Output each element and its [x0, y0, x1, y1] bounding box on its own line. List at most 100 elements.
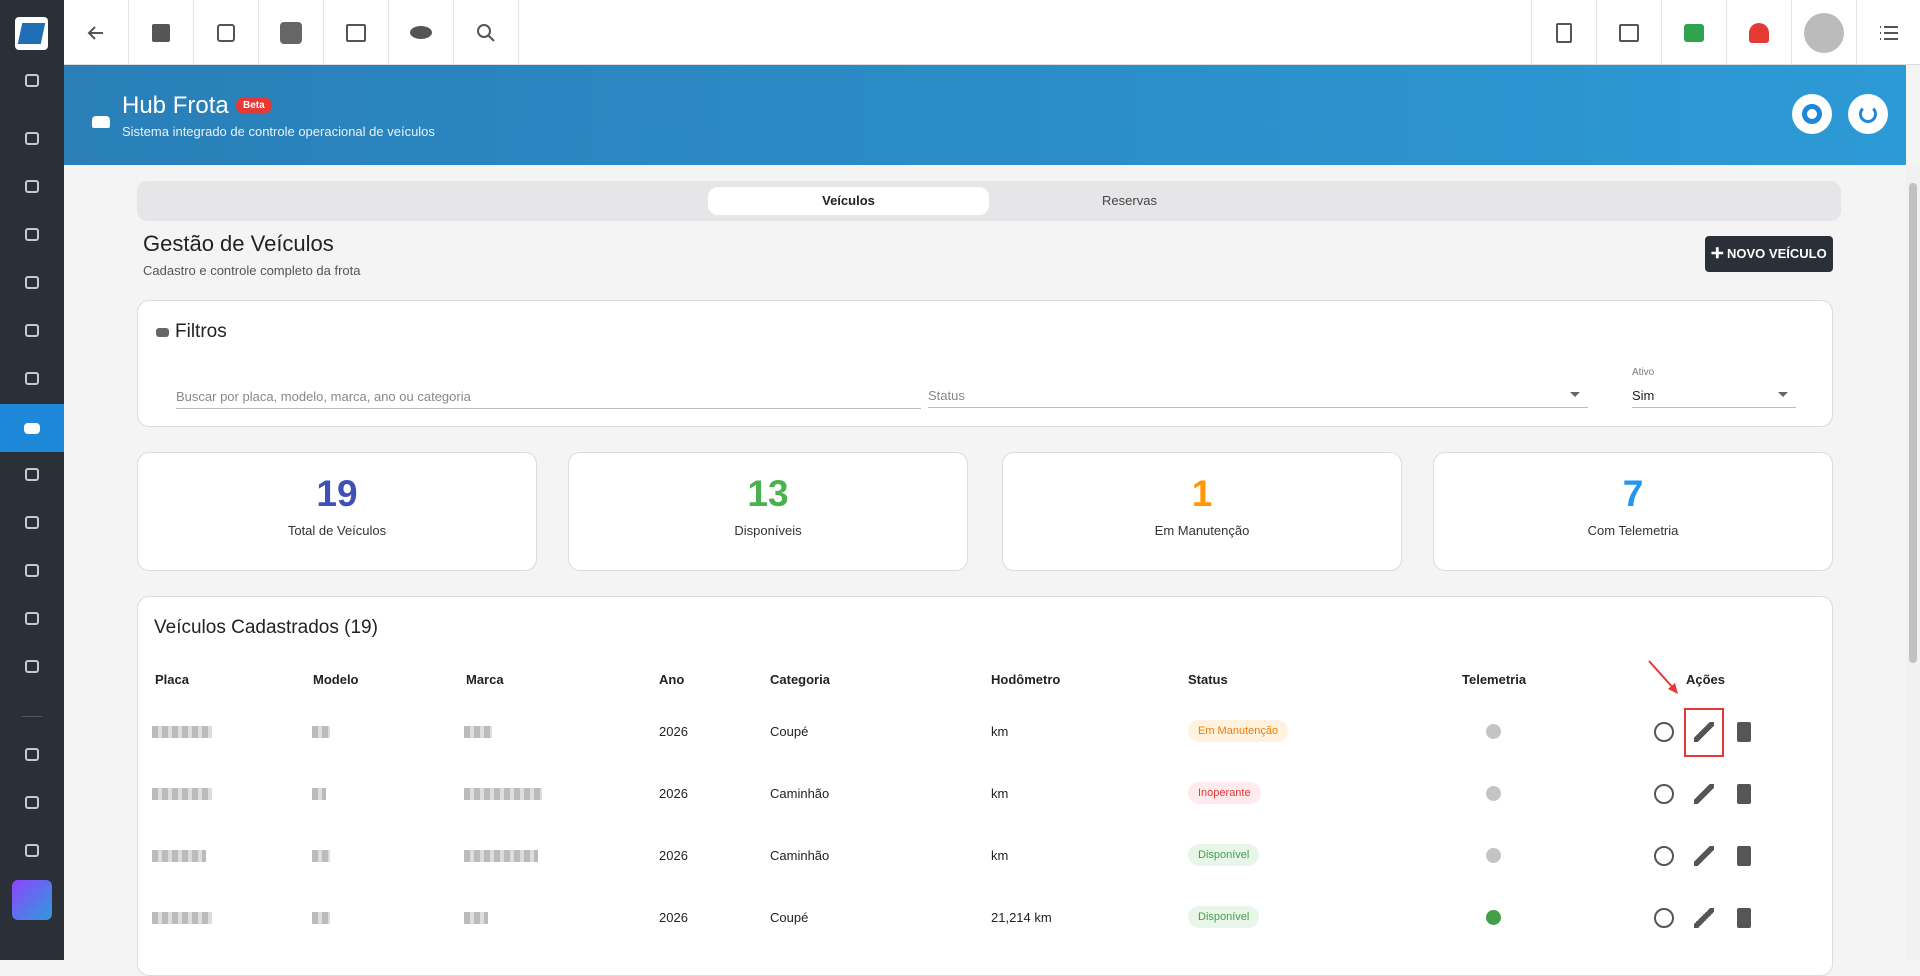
redacted — [152, 912, 212, 924]
refresh-button[interactable] — [1848, 94, 1888, 134]
car-icon — [156, 328, 169, 337]
status-pill: Inoperante — [1188, 782, 1261, 804]
stat-label: Com Telemetria — [1587, 523, 1679, 538]
cell-categoria: Caminhão — [770, 848, 830, 863]
sidebar-app[interactable] — [12, 880, 52, 920]
menu-icon — [1879, 25, 1898, 40]
cell-hodometro: km — [991, 786, 1009, 801]
table-row[interactable] — [137, 825, 1833, 887]
sidebar-icon[interactable] — [25, 74, 39, 87]
delete-button[interactable] — [1737, 722, 1751, 742]
column-header: Status — [1188, 672, 1228, 687]
sidebar-icon[interactable] — [25, 180, 39, 193]
edit-button[interactable] — [1694, 784, 1714, 804]
tab[interactable]: Reservas — [989, 187, 1270, 215]
history-button[interactable] — [1654, 784, 1674, 804]
sidebar-icon[interactable] — [25, 324, 39, 337]
toolbar-button[interactable] — [194, 0, 259, 65]
back-button[interactable] — [64, 0, 129, 65]
ativo-select[interactable]: Sim — [1632, 378, 1796, 408]
sidebar-icon[interactable] — [25, 132, 39, 145]
redacted — [152, 726, 212, 738]
status-pill: Disponível — [1188, 844, 1260, 866]
sidebar-icon[interactable] — [25, 660, 39, 673]
menu-button[interactable] — [1856, 0, 1920, 65]
delete-button[interactable] — [1737, 846, 1751, 866]
column-header: Telemetria — [1462, 672, 1527, 687]
toolbar-button[interactable] — [1726, 0, 1791, 65]
history-button[interactable] — [1654, 908, 1674, 928]
status-pill: Disponível — [1188, 906, 1260, 928]
toolbar-button[interactable] — [389, 0, 454, 65]
scroll-thumb[interactable] — [1909, 183, 1917, 663]
toolbar-button[interactable] — [1596, 0, 1661, 65]
highlight-box — [1684, 708, 1724, 757]
logo[interactable] — [15, 17, 48, 50]
tab-label: Veículos — [822, 193, 875, 208]
edit-button[interactable] — [1694, 722, 1714, 742]
sidebar-icon[interactable] — [25, 844, 39, 857]
new-vehicle-button[interactable]: ➕︎ NOVO VEÍCULO — [1705, 236, 1833, 272]
sidebar-icon[interactable] — [25, 468, 39, 481]
filters-card: Filtros Buscar por placa, modelo, marca,… — [137, 300, 1833, 427]
sidebar-icon[interactable] — [25, 612, 39, 625]
scrollbar — [1906, 165, 1920, 960]
edit-button[interactable] — [1694, 908, 1714, 928]
icon — [152, 23, 170, 42]
annotation-arrow — [1648, 660, 1678, 694]
redacted — [152, 788, 212, 800]
table-card: Veículos Cadastrados (19) — [137, 596, 1833, 976]
table-row[interactable] — [137, 887, 1833, 949]
sidebar-icon[interactable] — [25, 372, 39, 385]
column-header: Ações — [1686, 672, 1726, 687]
sidebar-icon[interactable] — [25, 276, 39, 289]
toolbar-button[interactable] — [129, 0, 194, 65]
sidebar-icon[interactable] — [25, 748, 39, 761]
toolbar-button[interactable] — [324, 0, 389, 65]
redacted — [312, 912, 330, 924]
status-select[interactable]: Status — [928, 378, 1588, 408]
table-row[interactable] — [137, 701, 1833, 763]
header-title: Hub Frota — [122, 92, 229, 119]
column-header: Marca — [466, 672, 504, 687]
stat-card: 19 Total de Veículos — [137, 452, 537, 571]
sidebar-icon[interactable] — [25, 796, 39, 809]
cell-ano: 2026 — [659, 910, 688, 925]
sidebar-icon — [24, 423, 40, 434]
history-button[interactable] — [1654, 846, 1674, 866]
stat-label: Total de Veículos — [287, 523, 387, 538]
toolbar-button[interactable] — [1661, 0, 1726, 65]
avatar — [1804, 12, 1844, 53]
search-input[interactable]: Buscar por placa, modelo, marca, ano ou … — [176, 379, 921, 409]
settings-button[interactable] — [1792, 94, 1832, 134]
icon — [1859, 105, 1877, 123]
sidebar-icon[interactable] — [25, 564, 39, 577]
caret — [1570, 392, 1580, 402]
telemetry-icon — [1486, 910, 1501, 925]
user-menu[interactable] — [1791, 0, 1856, 65]
stat-value: 19 — [316, 473, 358, 514]
sidebar-icon[interactable] — [25, 228, 39, 241]
toolbar-button[interactable] — [1531, 0, 1596, 65]
icon — [410, 26, 432, 39]
stat-label: Disponíveis — [734, 523, 802, 538]
cell-ano: 2026 — [659, 848, 688, 863]
stat-card: 1 Em Manutenção — [1002, 452, 1402, 571]
redacted — [464, 788, 542, 800]
column-header: Placa — [155, 672, 189, 687]
stat-card: 7 Com Telemetria — [1433, 452, 1833, 571]
delete-button[interactable] — [1737, 784, 1751, 804]
search-icon — [477, 23, 495, 42]
cell-categoria: Caminhão — [770, 786, 830, 801]
tab-active[interactable]: Veículos — [708, 187, 989, 215]
back-icon — [87, 25, 103, 40]
sidebar-icon[interactable] — [25, 516, 39, 529]
table-row[interactable] — [137, 763, 1833, 825]
toolbar-button[interactable] — [259, 0, 324, 65]
delete-button[interactable] — [1737, 908, 1751, 928]
edit-button[interactable] — [1694, 846, 1714, 866]
redacted — [312, 726, 330, 738]
toolbar-button[interactable] — [454, 0, 519, 65]
history-button[interactable] — [1654, 722, 1674, 742]
